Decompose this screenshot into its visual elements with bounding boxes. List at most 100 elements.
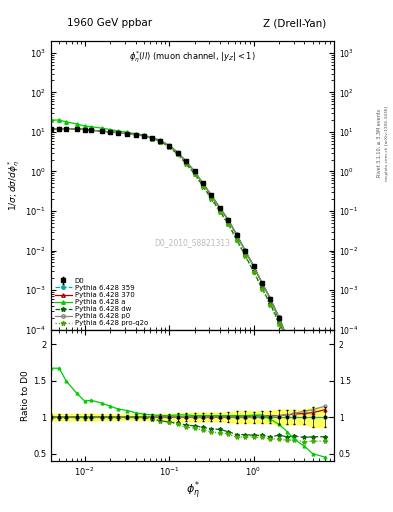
Pythia 6.428 359 <box>192 168 197 175</box>
Pythia 6.428 370 <box>268 295 273 302</box>
Pythia 6.428 pro-q2o <box>125 131 130 137</box>
Pythia 6.428 a <box>167 142 171 148</box>
Pythia 6.428 pro-q2o <box>226 221 231 227</box>
Pythia 6.428 dw <box>184 160 188 166</box>
Pythia 6.428 359 <box>74 126 79 132</box>
Pythia 6.428 359 <box>175 150 180 156</box>
Pythia 6.428 370 <box>116 130 121 136</box>
Pythia 6.428 370 <box>125 131 130 137</box>
Pythia 6.428 a <box>200 180 205 186</box>
Pythia 6.428 359 <box>82 126 87 133</box>
Pythia 6.428 dw <box>234 237 239 243</box>
Text: Rivet 3.1.10, ≥ 3.3M events: Rivet 3.1.10, ≥ 3.3M events <box>377 109 382 178</box>
Pythia 6.428 pro-q2o <box>310 406 315 412</box>
Pythia 6.428 p0 <box>89 127 94 133</box>
Text: $\phi_{\eta}^{*}(ll)$ (muon channel, $|y_Z| < 1$): $\phi_{\eta}^{*}(ll)$ (muon channel, $|y… <box>129 50 256 65</box>
Pythia 6.428 pro-q2o <box>243 253 248 259</box>
Pythia 6.428 359 <box>302 378 307 384</box>
Pythia 6.428 pro-q2o <box>251 269 256 275</box>
Pythia 6.428 a <box>49 117 53 123</box>
Pythia 6.428 a <box>192 168 197 174</box>
Pythia 6.428 370 <box>74 126 79 132</box>
Pythia 6.428 a <box>285 339 290 345</box>
Pythia 6.428 370 <box>292 353 296 359</box>
Pythia 6.428 359 <box>251 263 256 269</box>
Pythia 6.428 p0 <box>277 314 281 321</box>
Pythia 6.428 pro-q2o <box>260 286 264 292</box>
Pythia 6.428 dw <box>243 252 248 259</box>
Pythia 6.428 359 <box>277 315 281 321</box>
Pythia 6.428 pro-q2o <box>150 136 154 142</box>
Pythia 6.428 p0 <box>192 168 197 175</box>
Pythia 6.428 pro-q2o <box>141 133 146 139</box>
Pythia 6.428 dw <box>150 136 154 142</box>
Pythia 6.428 p0 <box>323 424 327 430</box>
Pythia 6.428 359 <box>243 247 248 253</box>
Pythia 6.428 a <box>226 217 231 223</box>
Pythia 6.428 370 <box>209 192 214 198</box>
Pythia 6.428 pro-q2o <box>158 139 163 145</box>
Line: Pythia 6.428 dw: Pythia 6.428 dw <box>49 126 327 437</box>
Pythia 6.428 p0 <box>226 217 231 223</box>
Pythia 6.428 370 <box>243 247 248 253</box>
Pythia 6.428 dw <box>64 126 68 132</box>
Pythia 6.428 dw <box>49 126 53 132</box>
Pythia 6.428 dw <box>82 126 87 133</box>
Pythia 6.428 359 <box>167 142 171 148</box>
Pythia 6.428 p0 <box>133 132 138 138</box>
Pythia 6.428 a <box>302 387 307 393</box>
Pythia 6.428 dw <box>302 383 307 390</box>
Pythia 6.428 359 <box>158 138 163 144</box>
Pythia 6.428 370 <box>89 127 94 133</box>
Pythia 6.428 dw <box>116 130 121 136</box>
Pythia 6.428 359 <box>57 126 62 132</box>
Pythia 6.428 p0 <box>260 280 264 286</box>
Pythia 6.428 a <box>116 128 121 134</box>
Pythia 6.428 p0 <box>158 138 163 144</box>
Pythia 6.428 dw <box>141 133 146 139</box>
Pythia 6.428 pro-q2o <box>133 132 138 138</box>
Pythia 6.428 pro-q2o <box>184 161 188 167</box>
Pythia 6.428 a <box>251 263 256 269</box>
Pythia 6.428 p0 <box>116 130 121 136</box>
Text: Z (Drell-Yan): Z (Drell-Yan) <box>263 18 326 28</box>
Pythia 6.428 p0 <box>99 128 104 134</box>
Pythia 6.428 pro-q2o <box>175 152 180 158</box>
X-axis label: $\phi_{\eta}^{*}$: $\phi_{\eta}^{*}$ <box>185 479 200 502</box>
Pythia 6.428 a <box>175 149 180 155</box>
Pythia 6.428 370 <box>99 128 104 134</box>
Pythia 6.428 pro-q2o <box>167 144 171 150</box>
Pythia 6.428 370 <box>234 232 239 238</box>
Pythia 6.428 359 <box>292 354 296 360</box>
Pythia 6.428 pro-q2o <box>99 128 104 134</box>
Pythia 6.428 p0 <box>82 126 87 133</box>
Pythia 6.428 a <box>310 411 315 417</box>
Pythia 6.428 p0 <box>200 180 205 186</box>
Pythia 6.428 dw <box>277 319 281 326</box>
Pythia 6.428 359 <box>226 217 231 223</box>
Pythia 6.428 a <box>292 360 296 367</box>
Pythia 6.428 pro-q2o <box>57 126 62 132</box>
Pythia 6.428 pro-q2o <box>302 385 307 391</box>
Text: 1960 GeV ppbar: 1960 GeV ppbar <box>68 18 152 28</box>
Pythia 6.428 pro-q2o <box>285 342 290 348</box>
Pythia 6.428 p0 <box>167 142 171 148</box>
Pythia 6.428 359 <box>125 131 130 137</box>
Pythia 6.428 dw <box>260 285 264 291</box>
Pythia 6.428 p0 <box>302 377 307 383</box>
Legend: D0, Pythia 6.428 359, Pythia 6.428 370, Pythia 6.428 a, Pythia 6.428 dw, Pythia : D0, Pythia 6.428 359, Pythia 6.428 370, … <box>53 276 149 328</box>
Pythia 6.428 p0 <box>150 135 154 141</box>
Pythia 6.428 359 <box>217 205 222 211</box>
Pythia 6.428 370 <box>310 398 315 404</box>
Pythia 6.428 370 <box>150 135 154 141</box>
Pythia 6.428 a <box>74 121 79 127</box>
Pythia 6.428 dw <box>209 195 214 201</box>
Pythia 6.428 a <box>323 440 327 446</box>
Pythia 6.428 359 <box>184 158 188 164</box>
Pythia 6.428 359 <box>141 133 146 139</box>
Pythia 6.428 359 <box>150 135 154 141</box>
Pythia 6.428 370 <box>226 217 231 223</box>
Pythia 6.428 p0 <box>243 247 248 253</box>
Pythia 6.428 dw <box>292 359 296 366</box>
Pythia 6.428 a <box>184 158 188 164</box>
